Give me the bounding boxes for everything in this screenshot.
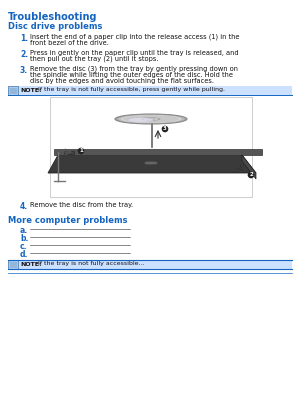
Text: b.: b.: [20, 234, 28, 243]
Text: More computer problems: More computer problems: [8, 216, 127, 225]
Text: 1.: 1.: [20, 34, 28, 43]
Text: If the tray is not fully accessible...: If the tray is not fully accessible...: [38, 261, 145, 267]
Text: disc by the edges and avoid touching the flat surfaces.: disc by the edges and avoid touching the…: [30, 78, 214, 84]
Text: 2.: 2.: [20, 50, 28, 59]
Text: 1: 1: [79, 148, 83, 154]
Text: Insert the end of a paper clip into the release access (1) in the: Insert the end of a paper clip into the …: [30, 34, 239, 41]
Text: Remove the disc from the tray.: Remove the disc from the tray.: [30, 202, 133, 208]
Text: a.: a.: [20, 226, 28, 235]
Text: 3.: 3.: [20, 66, 28, 75]
Text: If the tray is not fully accessible, press gently while pulling.: If the tray is not fully accessible, pre…: [38, 87, 225, 93]
Bar: [8, 260, 292, 269]
Text: Remove the disc (3) from the tray by gently pressing down on: Remove the disc (3) from the tray by gen…: [30, 66, 238, 73]
Bar: [8, 86, 292, 95]
Polygon shape: [242, 155, 256, 179]
Text: c.: c.: [20, 242, 28, 251]
Text: 4.: 4.: [20, 202, 28, 211]
Ellipse shape: [115, 114, 187, 124]
Text: the spindle while lifting the outer edges of the disc. Hold the: the spindle while lifting the outer edge…: [30, 72, 233, 78]
Text: NOTE:: NOTE:: [20, 87, 42, 93]
Text: NOTE:: NOTE:: [20, 261, 42, 267]
Text: Disc drive problems: Disc drive problems: [8, 22, 102, 31]
Ellipse shape: [128, 118, 154, 122]
Bar: [54, 149, 262, 155]
Ellipse shape: [142, 118, 160, 120]
Ellipse shape: [118, 115, 184, 124]
Text: then pull out the tray (2) until it stops.: then pull out the tray (2) until it stop…: [30, 56, 158, 63]
Text: Troubleshooting: Troubleshooting: [8, 12, 97, 22]
Text: Press in gently on the paper clip until the tray is released, and: Press in gently on the paper clip until …: [30, 50, 239, 56]
Ellipse shape: [121, 115, 181, 123]
Bar: [64, 150, 74, 154]
Text: d.: d.: [20, 250, 28, 259]
Text: 2: 2: [249, 172, 253, 178]
Bar: [8, 86, 18, 95]
Bar: [50, 97, 252, 197]
Ellipse shape: [144, 161, 158, 165]
Polygon shape: [48, 155, 256, 173]
Text: 3: 3: [163, 126, 167, 132]
Bar: [8, 260, 18, 269]
Ellipse shape: [147, 119, 155, 120]
Text: front bezel of the drive.: front bezel of the drive.: [30, 40, 109, 46]
Ellipse shape: [123, 115, 179, 123]
